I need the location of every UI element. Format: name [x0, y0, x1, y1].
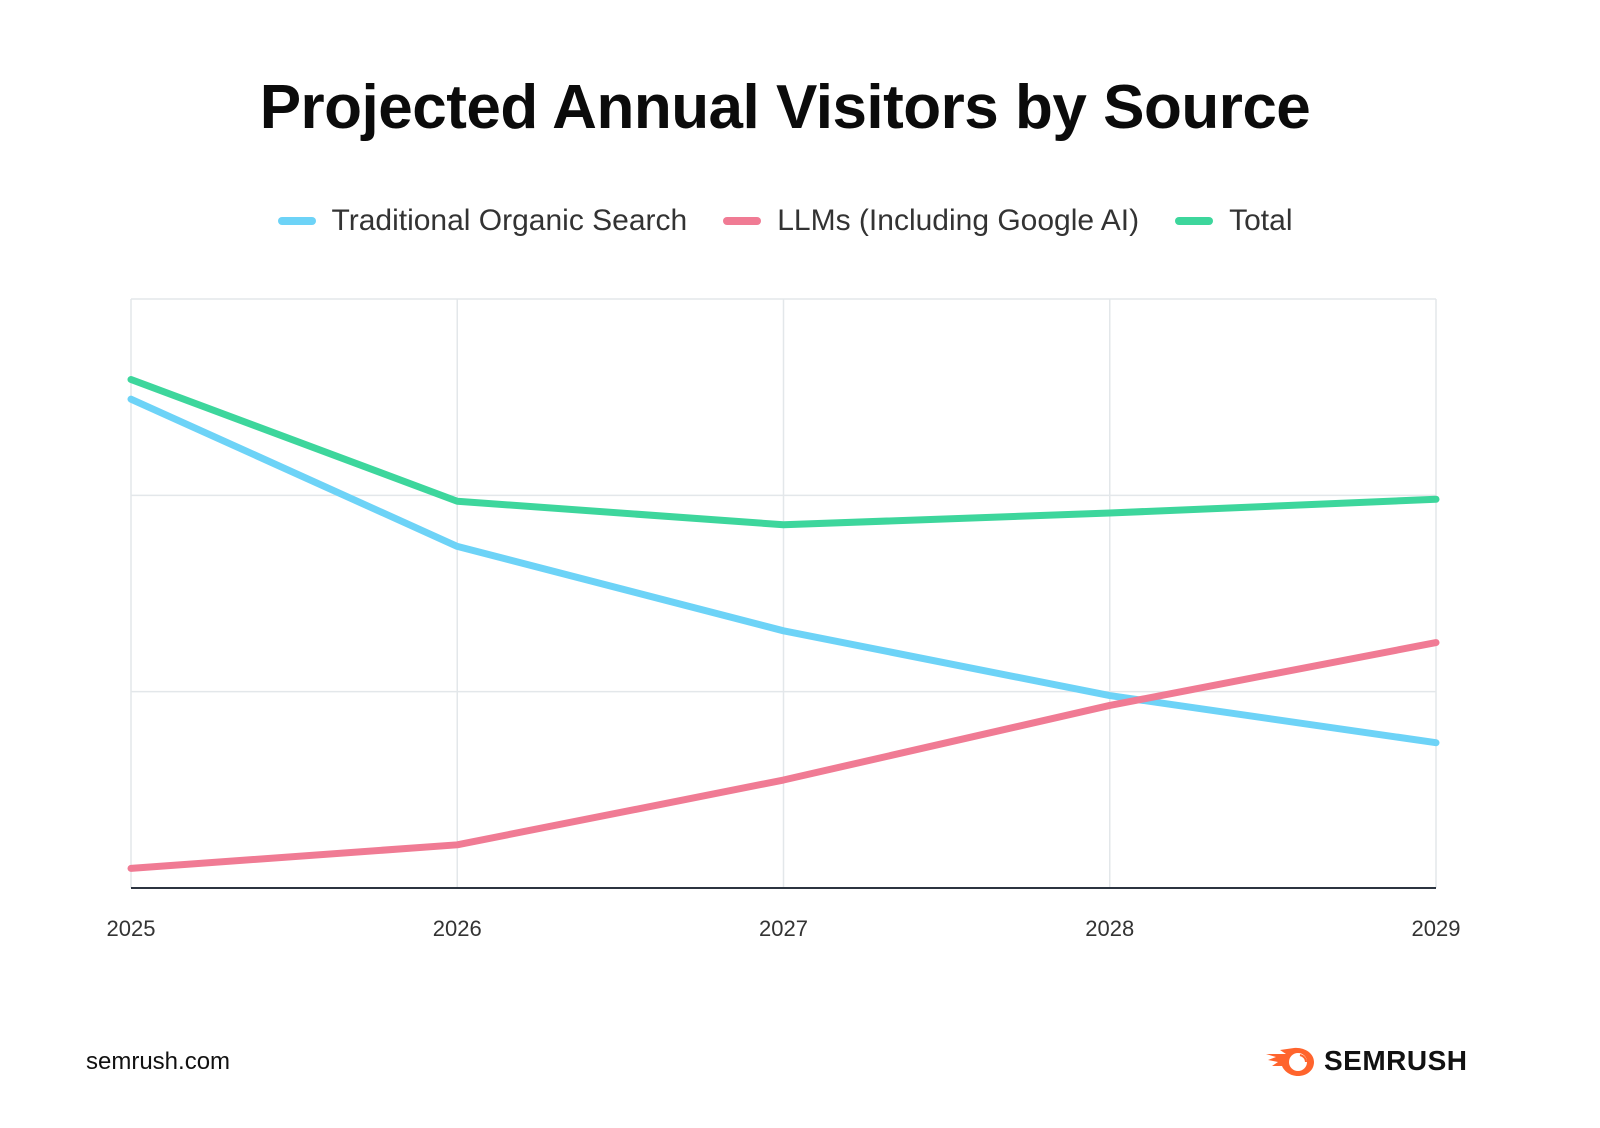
series-line-2 [127, 639, 1440, 872]
x-tick-label: 2029 [1412, 916, 1461, 941]
series-line-3 [127, 375, 1440, 529]
legend-label: Traditional Organic Search [331, 204, 688, 237]
legend-label: Total [1229, 204, 1293, 237]
legend-swatch [723, 217, 762, 225]
logo-text: SEMRUSH [1324, 1045, 1468, 1076]
x-tick-label: 2028 [1085, 916, 1134, 941]
x-tick-label: 2027 [759, 916, 808, 941]
semrush-logo: SEMRUSH [1264, 1044, 1468, 1078]
x-tick-label: 2026 [433, 916, 482, 941]
semrush-flame-icon [1266, 1047, 1314, 1076]
chart-title: Projected Annual Visitors by Source [259, 73, 1311, 142]
legend: Traditional Organic Search LLMs (Includi… [0, 204, 1570, 238]
legend-item-traditional: Traditional Organic Search [277, 204, 688, 238]
legend-item-total: Total [1175, 204, 1292, 238]
x-tick-label: 2025 [107, 916, 156, 941]
legend-swatch [1175, 217, 1214, 225]
legend-swatch [277, 217, 316, 225]
legend-item-llms: LLMs (Including Google AI) [723, 204, 1139, 238]
source-text: semrush.com [86, 1048, 231, 1075]
series-line-1 [127, 395, 1440, 747]
legend-label: LLMs (Including Google AI) [777, 204, 1140, 237]
